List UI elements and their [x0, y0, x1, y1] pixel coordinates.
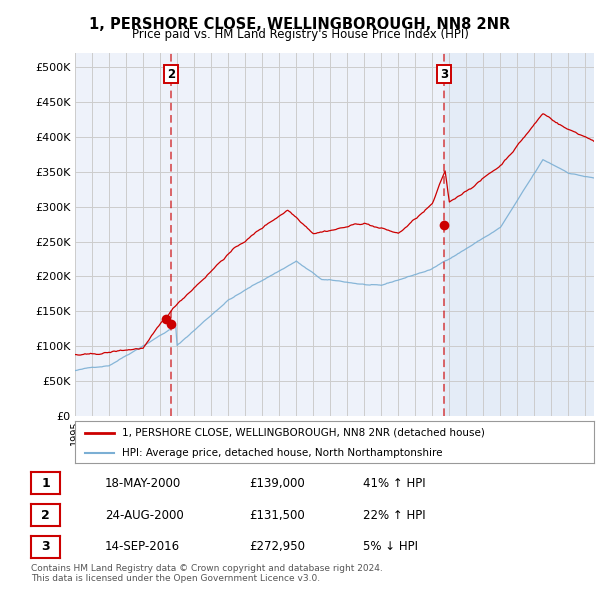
Text: This data is licensed under the Open Government Licence v3.0.: This data is licensed under the Open Gov…	[31, 574, 320, 583]
Text: 14-SEP-2016: 14-SEP-2016	[105, 540, 180, 553]
Text: HPI: Average price, detached house, North Northamptonshire: HPI: Average price, detached house, Nort…	[122, 448, 442, 457]
Text: £272,950: £272,950	[249, 540, 305, 553]
Text: 22% ↑ HPI: 22% ↑ HPI	[363, 509, 425, 522]
Text: 2: 2	[41, 509, 50, 522]
Text: 1, PERSHORE CLOSE, WELLINGBOROUGH, NN8 2NR (detached house): 1, PERSHORE CLOSE, WELLINGBOROUGH, NN8 2…	[122, 428, 485, 438]
Text: Price paid vs. HM Land Registry's House Price Index (HPI): Price paid vs. HM Land Registry's House …	[131, 28, 469, 41]
Text: 24-AUG-2000: 24-AUG-2000	[105, 509, 184, 522]
Text: 1: 1	[41, 477, 50, 490]
Text: £139,000: £139,000	[249, 477, 305, 490]
Text: £131,500: £131,500	[249, 509, 305, 522]
Bar	[445, 53, 594, 416]
Text: 3: 3	[440, 67, 448, 80]
Text: 18-MAY-2000: 18-MAY-2000	[105, 477, 181, 490]
Text: 1, PERSHORE CLOSE, WELLINGBOROUGH, NN8 2NR: 1, PERSHORE CLOSE, WELLINGBOROUGH, NN8 2…	[89, 17, 511, 31]
Text: 5% ↓ HPI: 5% ↓ HPI	[363, 540, 418, 553]
Text: 3: 3	[41, 540, 50, 553]
Text: 41% ↑ HPI: 41% ↑ HPI	[363, 477, 425, 490]
Text: Contains HM Land Registry data © Crown copyright and database right 2024.: Contains HM Land Registry data © Crown c…	[31, 565, 383, 573]
Text: 2: 2	[167, 67, 175, 80]
